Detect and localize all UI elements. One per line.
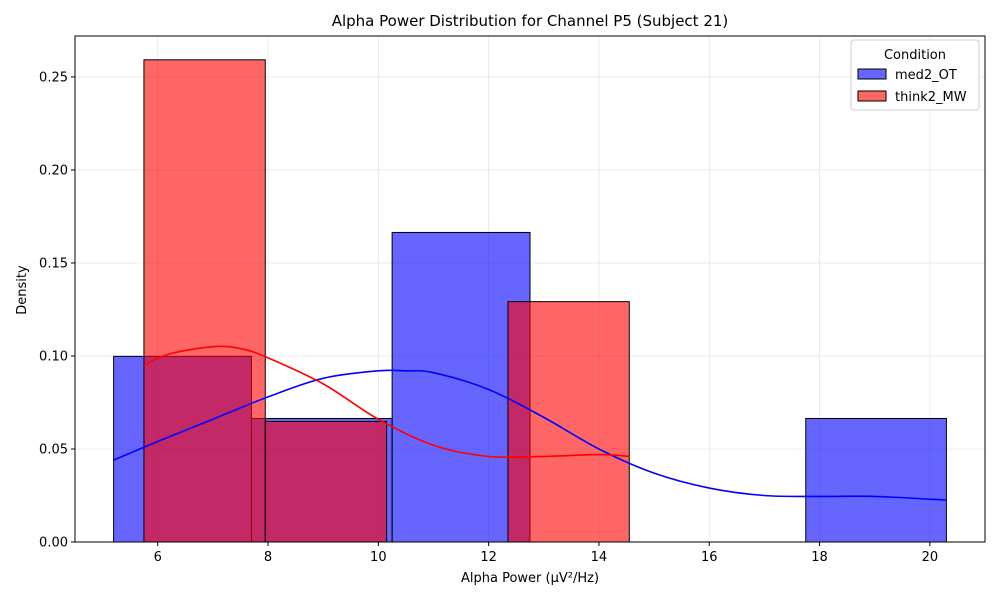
histogram-bar-think2-mw [264, 420, 388, 543]
x-tick-label: 6 [154, 550, 162, 565]
x-tick-label: 12 [480, 550, 497, 565]
x-tick-label: 18 [811, 550, 828, 565]
legend-label-think2-mw: think2_MW [895, 90, 967, 105]
x-tick-label: 20 [922, 550, 939, 565]
axis-ticks: 6 8 10 12 14 16 18 20 0.00 0.05 0.10 0.15 0.20 0.25 [39, 70, 938, 565]
plot-frame [74, 35, 986, 543]
legend-swatch-med2-ot [857, 68, 887, 80]
y-axis-label: Density [15, 265, 30, 315]
histogram-bars [113, 59, 947, 543]
x-tick-label: 14 [591, 550, 608, 565]
legend-label-med2-ot: med2_OT [895, 68, 957, 83]
histogram-bar-think2-mw [143, 59, 266, 543]
x-tick-label: 10 [370, 550, 387, 565]
histogram-bar-think2-mw [507, 301, 630, 543]
y-tick-label: 0.20 [39, 163, 68, 178]
kde-line-med2-ot [113, 369, 947, 501]
legend-title: Condition [884, 48, 946, 63]
x-tick-label: 8 [264, 550, 272, 565]
kde-line-think2-mw [143, 345, 630, 459]
y-tick-label: 0.25 [39, 70, 68, 85]
y-tick-label: 0.05 [39, 442, 68, 457]
chart-title: Alpha Power Distribution for Channel P5 … [332, 12, 729, 30]
y-tick-label: 0.00 [39, 536, 68, 551]
x-tick-label: 16 [701, 550, 718, 565]
histogram-bar-med2-ot [391, 231, 531, 543]
histogram-bar-med2-ot [805, 417, 947, 543]
legend-swatch-think2-mw [857, 90, 887, 102]
kde-curves [113, 345, 947, 501]
y-tick-label: 0.15 [39, 256, 68, 271]
y-tick-label: 0.10 [39, 349, 68, 364]
x-axis-label: Alpha Power (µV²/Hz) [461, 571, 599, 586]
legend: Condition med2_OT think2_MW [850, 39, 980, 111]
